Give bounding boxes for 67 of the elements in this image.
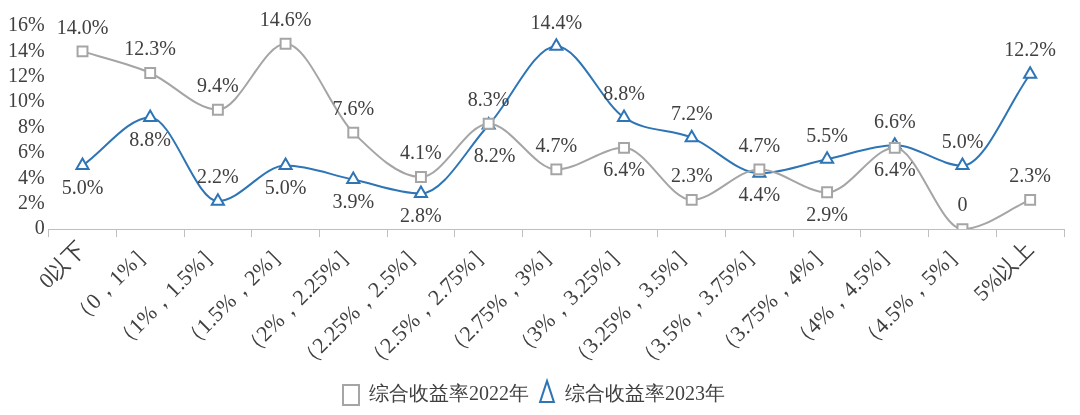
point <box>1024 193 1037 206</box>
point <box>143 109 158 122</box>
data-label: 14.4% <box>530 10 583 33</box>
point <box>210 193 225 206</box>
data-label: 2.3% <box>1009 164 1051 187</box>
data-label: 12.3% <box>124 37 177 60</box>
legend-label: 综合收益率2023年 <box>565 382 725 405</box>
x-tick-label: 0以下 <box>33 236 91 293</box>
data-label: 0 <box>957 193 968 216</box>
point <box>76 45 89 58</box>
point <box>415 171 427 183</box>
point <box>616 109 632 122</box>
point <box>346 171 361 185</box>
data-label: 6.6% <box>873 109 916 132</box>
point <box>1023 66 1038 79</box>
y-tick-label: 0 <box>34 216 45 239</box>
data-label: 5.0% <box>941 129 984 152</box>
point <box>618 141 630 154</box>
data-label: 2.9% <box>806 202 848 225</box>
x-tick-label: 5%以上 <box>968 236 1038 306</box>
data-label: 3.9% <box>332 189 375 212</box>
point <box>820 151 835 164</box>
data-label: 12.2% <box>1004 38 1056 61</box>
data-label: 2.3% <box>670 164 713 187</box>
data-label: 4.7% <box>738 133 781 156</box>
point <box>955 157 970 171</box>
data-label: 4.7% <box>535 133 578 156</box>
data-label: 6.4% <box>603 158 645 181</box>
y-tick-label: 2% <box>17 190 45 213</box>
data-label: 8.8% <box>129 127 172 150</box>
point <box>549 38 564 51</box>
data-label: 4.1% <box>400 141 442 164</box>
point <box>144 67 157 79</box>
data-label: 2.2% <box>197 165 239 188</box>
y-tick-label: 14% <box>7 38 45 61</box>
legend-label: 综合收益率2022年 <box>369 382 529 405</box>
data-label: 5.0% <box>61 175 104 198</box>
data-label: 8.8% <box>603 81 645 104</box>
data-label: 4.4% <box>738 183 781 206</box>
data-label: 2.8% <box>400 203 442 226</box>
point <box>75 157 90 171</box>
data-label: 6.4% <box>873 158 916 181</box>
point <box>413 185 429 199</box>
point <box>684 129 699 143</box>
point <box>550 163 563 176</box>
data-label: 7.2% <box>670 101 713 124</box>
y-tick-label: 16% <box>7 13 45 36</box>
data-label: 5.5% <box>806 123 848 146</box>
point <box>279 37 292 50</box>
data-label: 7.6% <box>332 96 375 119</box>
y-tick-label: 10% <box>7 89 45 112</box>
data-label: 5.0% <box>264 175 307 198</box>
y-tick-label: 12% <box>7 64 45 87</box>
data-label: 8.3% <box>467 87 510 110</box>
data-label: 9.4% <box>197 74 239 97</box>
point <box>888 141 901 154</box>
data-label: 14.6% <box>259 8 312 31</box>
point <box>278 157 293 171</box>
data-label: 14.0% <box>56 15 109 38</box>
point <box>821 186 834 199</box>
y-tick-label: 8% <box>17 114 45 137</box>
y-tick-label: 6% <box>17 140 45 163</box>
point <box>347 126 360 139</box>
data-label: 8.2% <box>473 144 516 167</box>
point <box>685 193 698 206</box>
y-tick-label: 4% <box>17 165 45 188</box>
point <box>211 103 224 116</box>
